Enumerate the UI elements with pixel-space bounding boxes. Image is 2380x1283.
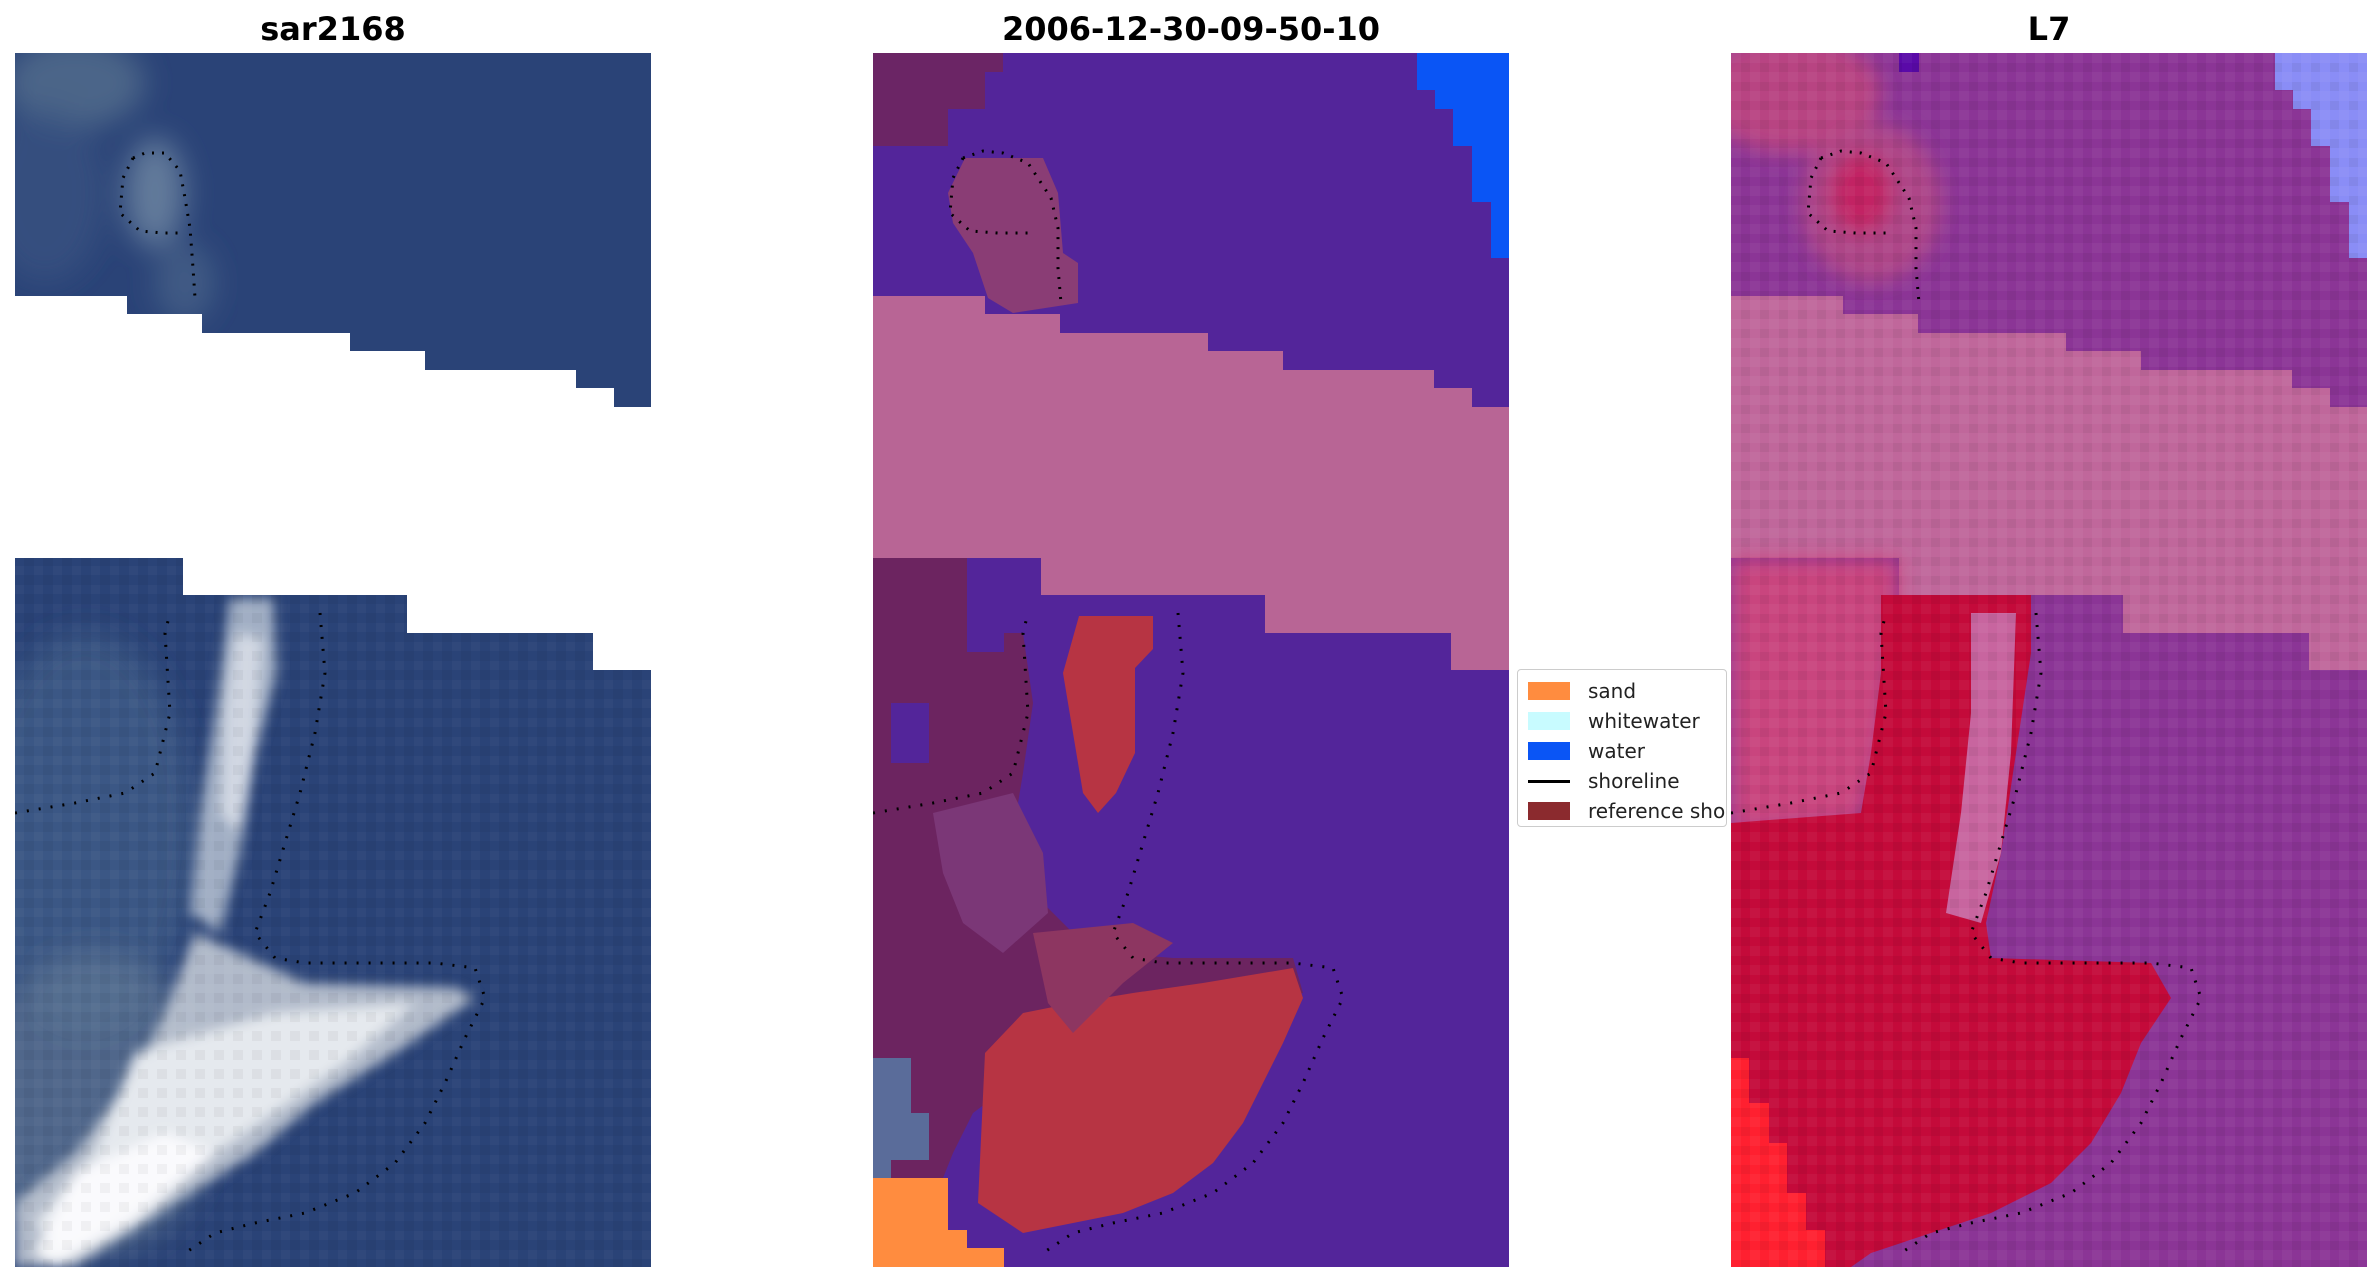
index-image-panel: [1731, 53, 2367, 1267]
legend-swatch-shoreline: [1528, 779, 1570, 783]
reference-class-area: [1063, 616, 1153, 813]
rgb-top-region: [15, 53, 651, 407]
sand-class-area: [873, 1178, 1004, 1267]
rgb-image-panel: [15, 53, 651, 1267]
legend-label-shoreline: shoreline: [1588, 769, 1680, 793]
legend-swatch-sand: [1528, 682, 1570, 700]
classified-image-panel: [873, 53, 1509, 1267]
rgb-image: [15, 53, 651, 1267]
cloud-band: [873, 296, 1509, 670]
panel-title-classified: 2006-12-30-09-50-10: [1001, 10, 1381, 48]
legend-item-reference-shoreline: reference sho: [1528, 796, 1725, 826]
legend-item-shoreline: shoreline: [1528, 766, 1716, 796]
legend-label-whitewater: whitewater: [1588, 709, 1700, 733]
legend-label-water: water: [1588, 739, 1645, 763]
legend-swatch-reference-shoreline: [1528, 802, 1570, 820]
legend-swatch-water: [1528, 742, 1570, 760]
panel-title-index: L7: [2027, 10, 2071, 48]
water-class-area: [1417, 53, 1509, 258]
legend-swatch-whitewater: [1528, 712, 1570, 730]
legend-item-sand: sand: [1528, 676, 1716, 706]
legend-label-reference-shoreline: reference sho: [1588, 799, 1726, 823]
legend: sand whitewater water shoreline referenc…: [1517, 669, 1727, 827]
legend-label-sand: sand: [1588, 679, 1637, 703]
panel-title-rgb: sar2168: [260, 10, 406, 48]
legend-item-whitewater: whitewater: [1528, 706, 1716, 736]
classified-image: [873, 53, 1509, 1267]
legend-item-water: water: [1528, 736, 1716, 766]
index-image: [1731, 53, 2367, 1267]
